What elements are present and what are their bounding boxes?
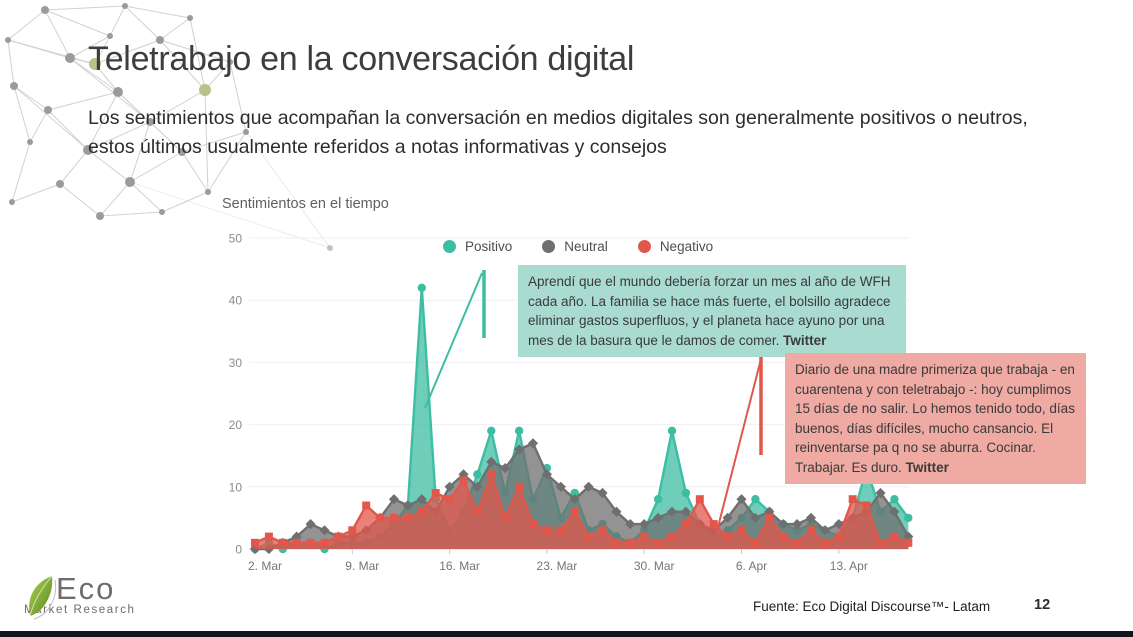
legend-label: Negativo	[659, 239, 714, 254]
legend-item-negativo: Negativo	[637, 239, 714, 254]
negative-quote-annotation: Diario de una madre primeriza que trabaj…	[785, 353, 1086, 485]
chart-legend: Positivo Neutral Negativo	[443, 239, 713, 254]
bottom-accent-bar	[0, 631, 1133, 637]
svg-text:16. Mar: 16. Mar	[439, 559, 480, 573]
svg-text:2. Mar: 2. Mar	[248, 559, 282, 573]
chart-title: Sentimientos en el tiempo	[222, 196, 389, 212]
positive-quote-text: Aprendí que el mundo debería forzar un m…	[528, 274, 891, 348]
svg-text:0: 0	[235, 543, 242, 557]
page-number: 12	[1034, 597, 1051, 613]
svg-text:10: 10	[229, 480, 243, 494]
negative-quote-source: Twitter	[905, 459, 949, 475]
svg-text:40: 40	[229, 294, 243, 308]
page-subtitle: Los sentimientos que acompañan la conver…	[88, 107, 1028, 159]
positive-quote-annotation: Aprendí que el mundo debería forzar un m…	[518, 265, 906, 358]
svg-text:23. Mar: 23. Mar	[537, 559, 578, 573]
page-title: Teletrabajo en la conversación digital	[88, 40, 635, 78]
logo-tagline: Market Research	[24, 604, 136, 617]
positivo-legend-dot-icon	[443, 240, 456, 253]
svg-text:13. Apr: 13. Apr	[830, 559, 868, 573]
svg-text:9. Mar: 9. Mar	[345, 559, 379, 573]
neutral-legend-dot-icon	[542, 240, 556, 253]
legend-item-neutral: Neutral	[542, 239, 608, 254]
legend-label: Neutral	[564, 239, 608, 254]
legend-item-positivo: Positivo	[443, 239, 512, 254]
legend-label: Positivo	[465, 239, 513, 254]
negativo-legend-dot-icon	[637, 240, 651, 253]
svg-text:20: 20	[229, 418, 243, 432]
svg-text:30. Mar: 30. Mar	[634, 559, 675, 573]
source-note: Fuente: Eco Digital Discourse™- Latam	[753, 599, 991, 614]
negative-quote-text: Diario de una madre primeriza que trabaj…	[795, 362, 1075, 475]
svg-text:30: 30	[229, 356, 243, 370]
logo-name: Eco	[56, 571, 116, 606]
svg-text:50: 50	[229, 232, 243, 246]
leaf-icon	[29, 575, 57, 620]
eco-market-research-logo: Eco Market Research	[16, 571, 236, 620]
positive-quote-source: Twitter	[783, 332, 827, 348]
svg-text:6. Apr: 6. Apr	[736, 559, 767, 573]
